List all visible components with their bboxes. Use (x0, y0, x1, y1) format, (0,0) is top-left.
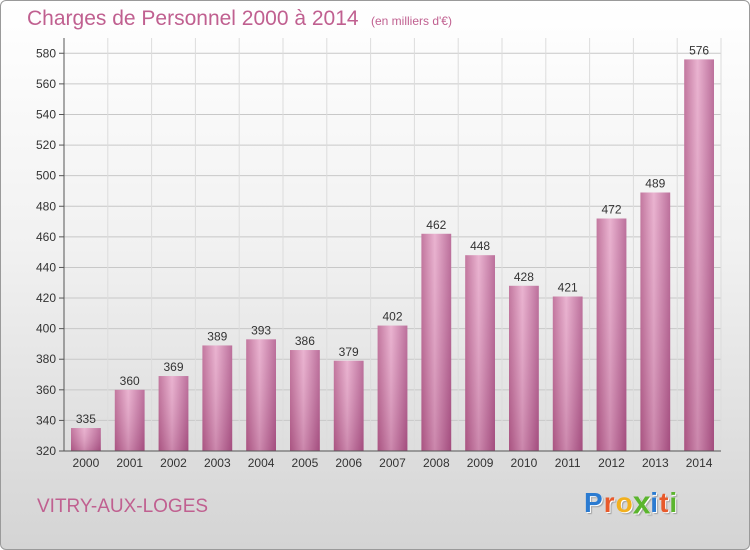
x-tick-label: 2009 (467, 456, 494, 470)
bar-shade-2006 (333, 360, 364, 451)
y-tick-label: 540 (36, 107, 56, 121)
data-label: 489 (645, 176, 665, 190)
y-tick-label: 580 (36, 46, 56, 60)
y-tick-label: 460 (36, 230, 56, 244)
x-tick-label: 2010 (511, 456, 538, 470)
logo-letter: i (650, 487, 660, 518)
x-tick-label: 2006 (335, 456, 362, 470)
x-tick-label: 2001 (116, 456, 143, 470)
bar-shade-2002 (158, 376, 189, 451)
data-label: 576 (689, 43, 709, 57)
chart-subtitle: (en milliers d'€) (371, 14, 452, 28)
bar-shade-2004 (246, 339, 276, 451)
data-label: 421 (558, 281, 578, 295)
y-tick-label: 560 (36, 77, 56, 91)
data-label: 402 (382, 310, 402, 324)
x-tick-label: 2000 (73, 456, 100, 470)
bar-shade-2007 (377, 325, 408, 451)
y-tick-label: 380 (36, 352, 56, 366)
bar-shade-2001 (114, 389, 145, 451)
data-label: 360 (120, 374, 140, 388)
bar-shade-2009 (465, 255, 495, 451)
y-tick-label: 500 (36, 169, 56, 183)
data-label: 379 (339, 345, 359, 359)
bar-shade-2003 (202, 345, 233, 451)
data-label: 472 (601, 202, 621, 216)
bar-shade-2010 (509, 285, 539, 451)
chart-title: Charges de Personnel 2000 à 2014 (27, 7, 359, 30)
data-label: 448 (470, 239, 490, 253)
logo-letter: r (603, 487, 616, 518)
bar-shade-2005 (290, 350, 320, 451)
x-tick-label: 2012 (598, 456, 625, 470)
x-tick-label: 2011 (555, 456, 581, 470)
x-tick-label: 2007 (379, 456, 406, 470)
logo-letter: P (584, 487, 604, 518)
bar-shade-2014 (684, 59, 714, 451)
logo-letter: t (659, 487, 670, 518)
y-tick-label: 400 (36, 322, 56, 336)
bar-shade-2013 (640, 192, 671, 451)
x-tick-label: 2004 (248, 456, 275, 470)
data-label: 335 (76, 412, 96, 426)
commune-name: VITRY-AUX-LOGES (37, 496, 209, 517)
data-label: 386 (295, 334, 315, 348)
y-tick-label: 480 (36, 199, 56, 213)
data-label: 389 (207, 329, 227, 343)
proxiti-logo: Proxiti (584, 484, 679, 521)
data-label: 428 (514, 270, 534, 284)
x-tick-label: 2008 (423, 456, 450, 470)
x-tick-label: 2003 (204, 456, 231, 470)
logo-letter: x (632, 484, 652, 521)
data-label: 369 (163, 360, 183, 374)
x-tick-label: 2014 (686, 456, 713, 470)
data-label: 462 (426, 218, 446, 232)
bar-shade-2012 (596, 218, 627, 451)
bar-shade-2011 (552, 296, 583, 451)
logo-letter: i (669, 487, 679, 518)
y-tick-label: 320 (36, 444, 56, 458)
x-tick-label: 2013 (642, 456, 669, 470)
x-tick-label: 2002 (160, 456, 187, 470)
y-tick-label: 420 (36, 291, 56, 305)
logo-letter: o (615, 487, 634, 518)
data-label: 393 (251, 323, 271, 337)
bar-shade-2008 (421, 233, 452, 451)
y-tick-label: 440 (36, 260, 56, 274)
bar-shade-2000 (71, 428, 101, 451)
y-tick-label: 360 (36, 383, 56, 397)
y-tick-label: 520 (36, 138, 56, 152)
y-tick-label: 340 (36, 413, 56, 427)
x-tick-label: 2005 (292, 456, 319, 470)
